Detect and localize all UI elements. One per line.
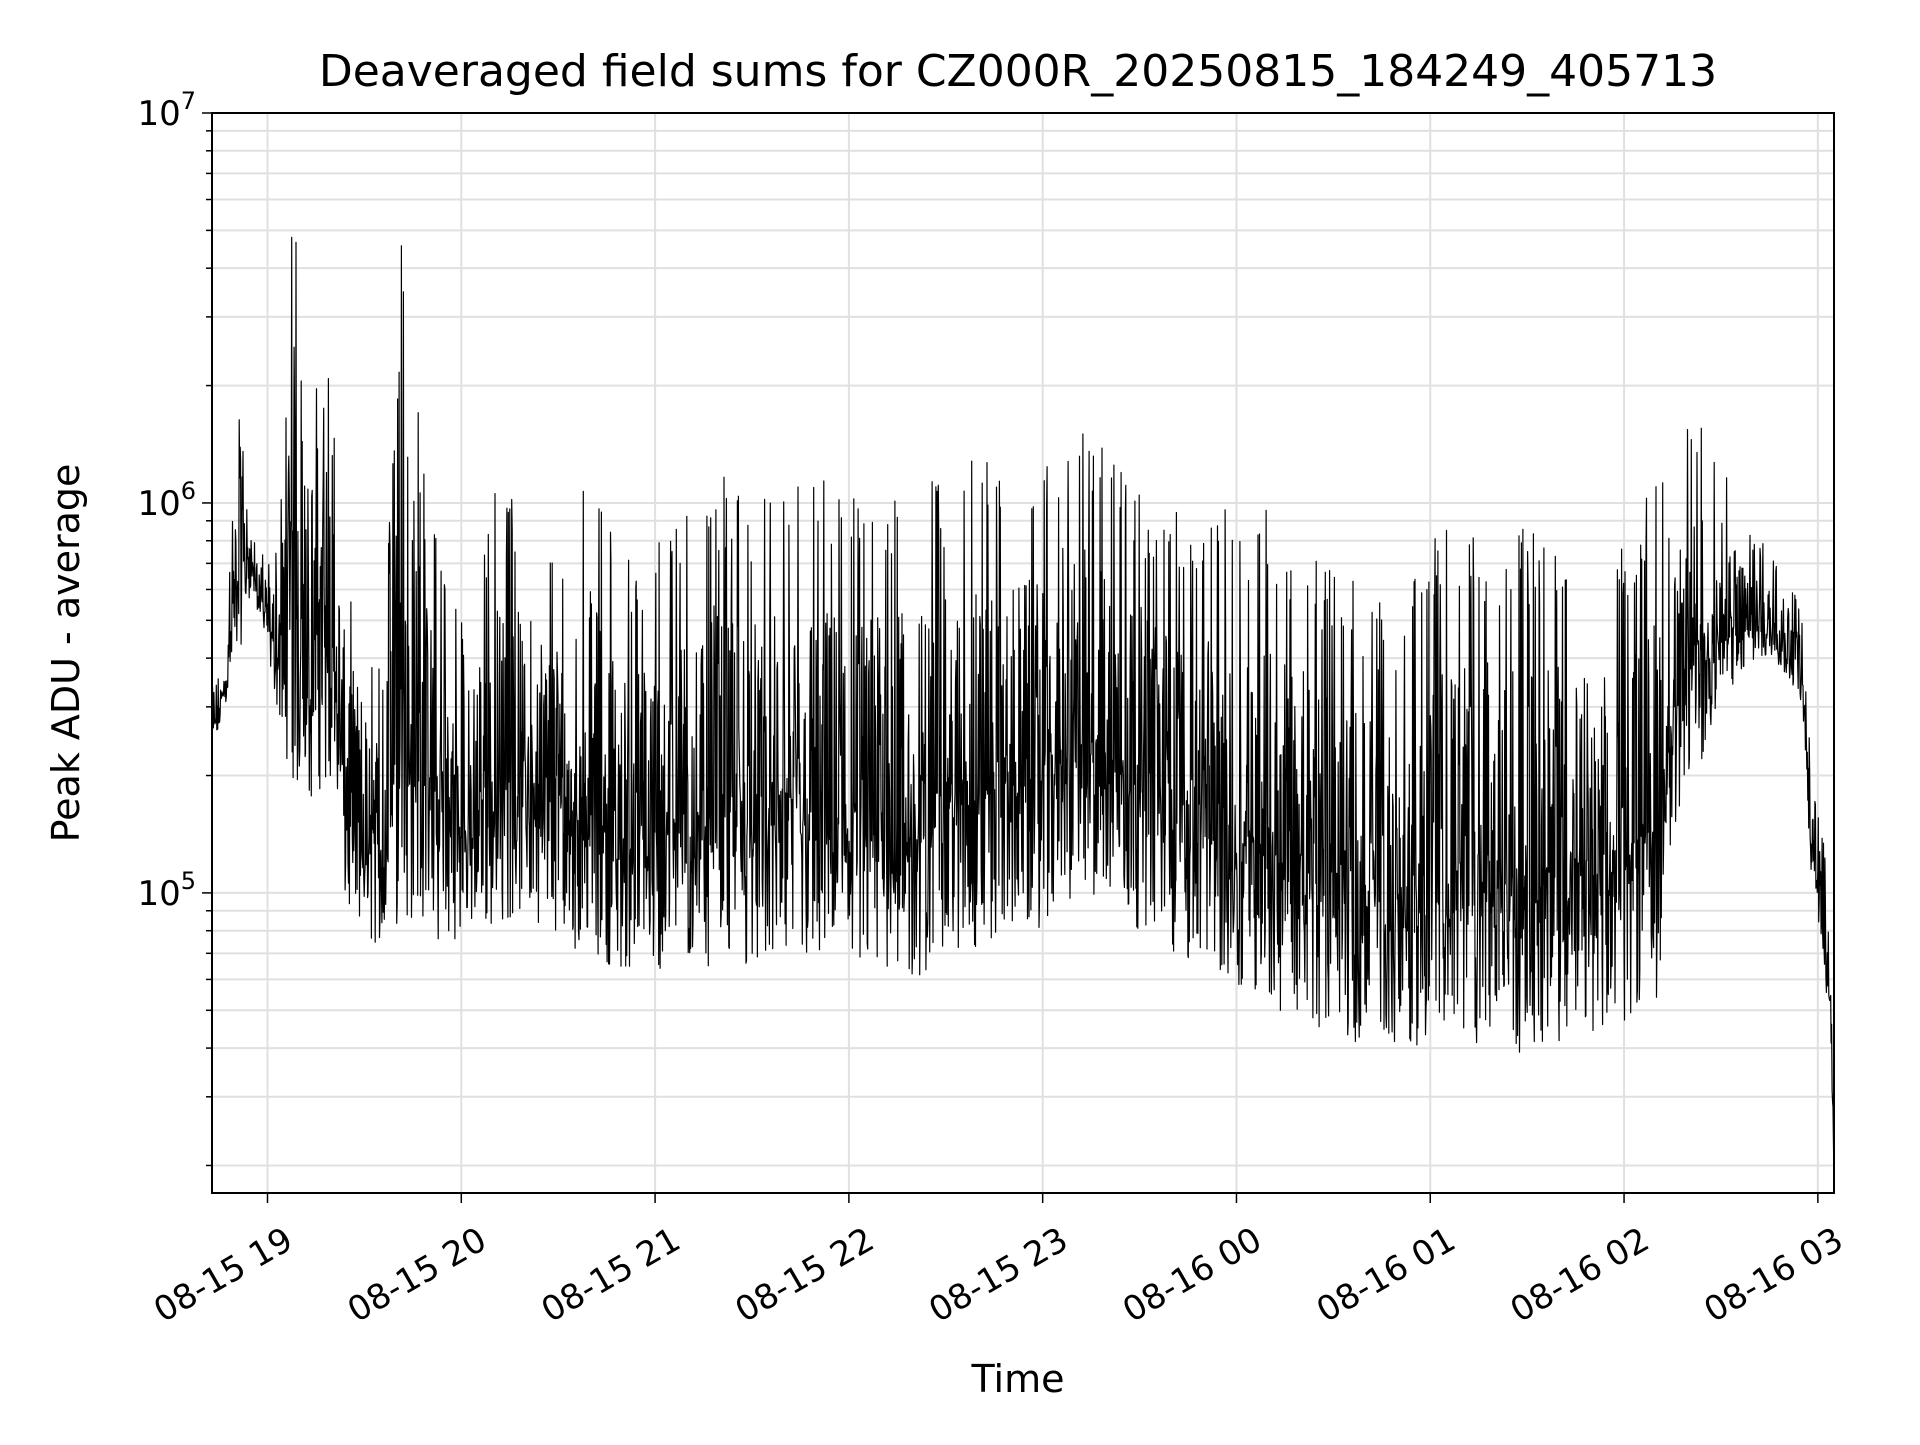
y-tick-base: 10	[137, 484, 180, 524]
series-polyline	[211, 236, 1835, 1184]
series-line	[211, 236, 1835, 1184]
y-tick-exponent: 6	[181, 477, 196, 505]
y-tick-label: 105	[137, 867, 196, 914]
y-tick-exponent: 5	[181, 867, 196, 895]
chart-title: Deaveraged field sums for CZ000R_2025081…	[319, 46, 1717, 97]
y-tick-exponent: 7	[181, 87, 196, 115]
y-tick-base: 10	[137, 94, 180, 134]
x-axis-label: Time	[971, 1357, 1065, 1401]
y-tick-label: 106	[137, 477, 196, 524]
y-tick-label: 107	[137, 87, 196, 134]
y-tick-base: 10	[137, 874, 180, 914]
plot-frame	[211, 112, 1835, 1194]
y-axis-label: Peak ADU - average	[44, 464, 88, 843]
